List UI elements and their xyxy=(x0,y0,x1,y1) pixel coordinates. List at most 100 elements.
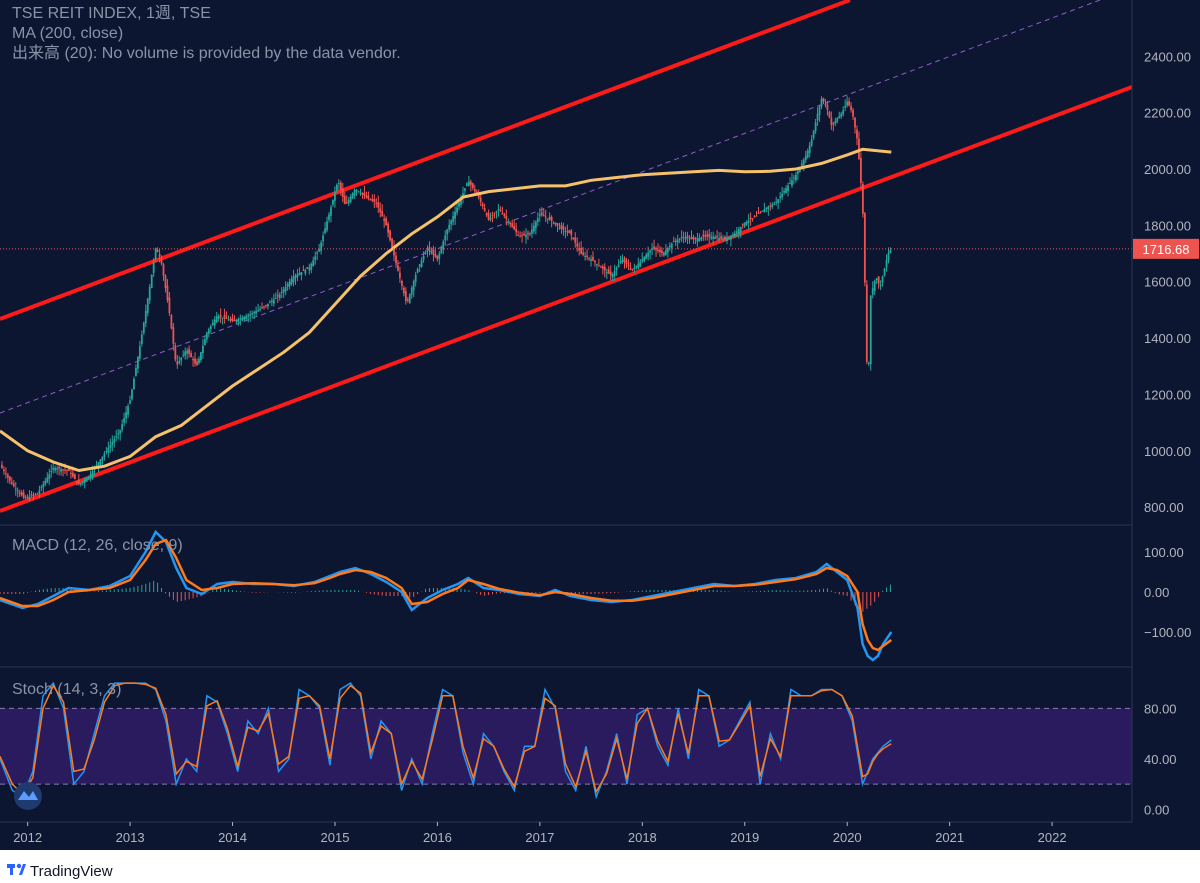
candle-body[interactable] xyxy=(332,199,334,205)
candle-body[interactable] xyxy=(298,273,301,275)
candle-body[interactable] xyxy=(515,228,518,233)
candle-body[interactable] xyxy=(117,433,120,435)
candle-body[interactable] xyxy=(257,309,259,312)
candle-body[interactable] xyxy=(284,286,287,292)
candle-body[interactable] xyxy=(785,188,787,194)
candle-body[interactable] xyxy=(131,389,133,400)
candle-body[interactable] xyxy=(263,306,265,308)
candle-body[interactable] xyxy=(584,255,587,257)
candle-body[interactable] xyxy=(714,236,717,239)
candle-body[interactable] xyxy=(286,284,289,287)
candle-body[interactable] xyxy=(737,229,740,234)
candle-body[interactable] xyxy=(178,361,181,363)
candle-body[interactable] xyxy=(771,204,774,207)
candle-body[interactable] xyxy=(598,265,600,267)
candle-body[interactable] xyxy=(259,308,261,310)
candle-body[interactable] xyxy=(647,252,650,257)
candle-body[interactable] xyxy=(521,235,523,237)
candle-body[interactable] xyxy=(255,311,258,314)
candle-body[interactable] xyxy=(211,322,214,326)
candle-body[interactable] xyxy=(146,298,149,314)
candle-body[interactable] xyxy=(28,496,31,500)
candle-body[interactable] xyxy=(274,297,277,299)
candle-body[interactable] xyxy=(761,210,764,212)
candle-body[interactable] xyxy=(361,192,364,195)
candle-body[interactable] xyxy=(268,302,271,304)
candle-body[interactable] xyxy=(38,490,41,494)
candle-body[interactable] xyxy=(221,317,224,319)
candle-body[interactable] xyxy=(527,233,529,235)
candle-body[interactable] xyxy=(858,138,860,159)
candle-body[interactable] xyxy=(152,261,155,274)
candle-body[interactable] xyxy=(779,196,782,199)
candle-body[interactable] xyxy=(590,259,592,261)
candle-body[interactable] xyxy=(446,229,449,235)
candle-body[interactable] xyxy=(334,192,336,201)
candle-body[interactable] xyxy=(688,238,691,240)
candle-body[interactable] xyxy=(596,263,598,265)
candle-body[interactable] xyxy=(127,406,129,415)
candle-body[interactable] xyxy=(856,129,858,139)
candle-body[interactable] xyxy=(231,317,234,322)
candle-body[interactable] xyxy=(542,215,545,217)
candle-body[interactable] xyxy=(469,181,472,185)
candle-body[interactable] xyxy=(26,496,29,498)
candle-body[interactable] xyxy=(580,247,583,254)
candle-body[interactable] xyxy=(265,305,267,307)
candle-body[interactable] xyxy=(466,183,468,186)
candle-body[interactable] xyxy=(436,255,439,260)
candle-body[interactable] xyxy=(842,110,845,115)
candle-body[interactable] xyxy=(64,469,66,471)
candle-body[interactable] xyxy=(674,240,677,243)
candle-body[interactable] xyxy=(292,276,295,283)
candle-body[interactable] xyxy=(397,265,399,271)
legend-title[interactable]: TSE REIT INDEX, 1週, TSE xyxy=(12,5,211,22)
candle-body[interactable] xyxy=(623,257,626,263)
legend-stoch[interactable]: Stoch (14, 3, 3) xyxy=(12,681,122,698)
candle-body[interactable] xyxy=(603,267,606,271)
candle-body[interactable] xyxy=(30,494,33,496)
candle-body[interactable] xyxy=(233,320,236,322)
candle-body[interactable] xyxy=(885,260,888,268)
candle-body[interactable] xyxy=(889,250,892,254)
candle-body[interactable] xyxy=(402,287,405,294)
candle-body[interactable] xyxy=(363,192,366,197)
candle-body[interactable] xyxy=(245,316,248,320)
candle-body[interactable] xyxy=(351,193,354,199)
candle-body[interactable] xyxy=(529,233,531,235)
candle-body[interactable] xyxy=(767,206,770,210)
candle-body[interactable] xyxy=(633,267,636,269)
candle-body[interactable] xyxy=(444,235,447,241)
candle-body[interactable] xyxy=(391,238,393,248)
candle-body[interactable] xyxy=(690,236,693,239)
candle-body[interactable] xyxy=(188,349,191,354)
candle-body[interactable] xyxy=(505,215,508,219)
candle-body[interactable] xyxy=(473,189,476,192)
candle-body[interactable] xyxy=(371,198,374,201)
candle-body[interactable] xyxy=(832,123,835,125)
candle-body[interactable] xyxy=(22,492,25,498)
candle-body[interactable] xyxy=(367,195,370,199)
candle-body[interactable] xyxy=(32,494,35,496)
candle-body[interactable] xyxy=(399,272,401,279)
candle-body[interactable] xyxy=(881,276,884,283)
candle-body[interactable] xyxy=(649,250,652,253)
candle-body[interactable] xyxy=(75,481,78,483)
candle-body[interactable] xyxy=(729,235,732,240)
candle-body[interactable] xyxy=(804,155,807,161)
candle-body[interactable] xyxy=(509,222,512,225)
candle-body[interactable] xyxy=(18,492,21,494)
candle-body[interactable] xyxy=(1,464,3,468)
candle-body[interactable] xyxy=(464,188,466,191)
candle-body[interactable] xyxy=(137,357,139,369)
candle-body[interactable] xyxy=(639,261,642,267)
candle-body[interactable] xyxy=(531,229,533,234)
candle-body[interactable] xyxy=(349,196,352,202)
candle-body[interactable] xyxy=(261,307,263,309)
candle-body[interactable] xyxy=(601,266,604,269)
candle-body[interactable] xyxy=(353,190,356,196)
candle-body[interactable] xyxy=(424,251,427,254)
candle-body[interactable] xyxy=(645,254,648,259)
candle-body[interactable] xyxy=(875,278,878,281)
candle-body[interactable] xyxy=(664,250,667,255)
